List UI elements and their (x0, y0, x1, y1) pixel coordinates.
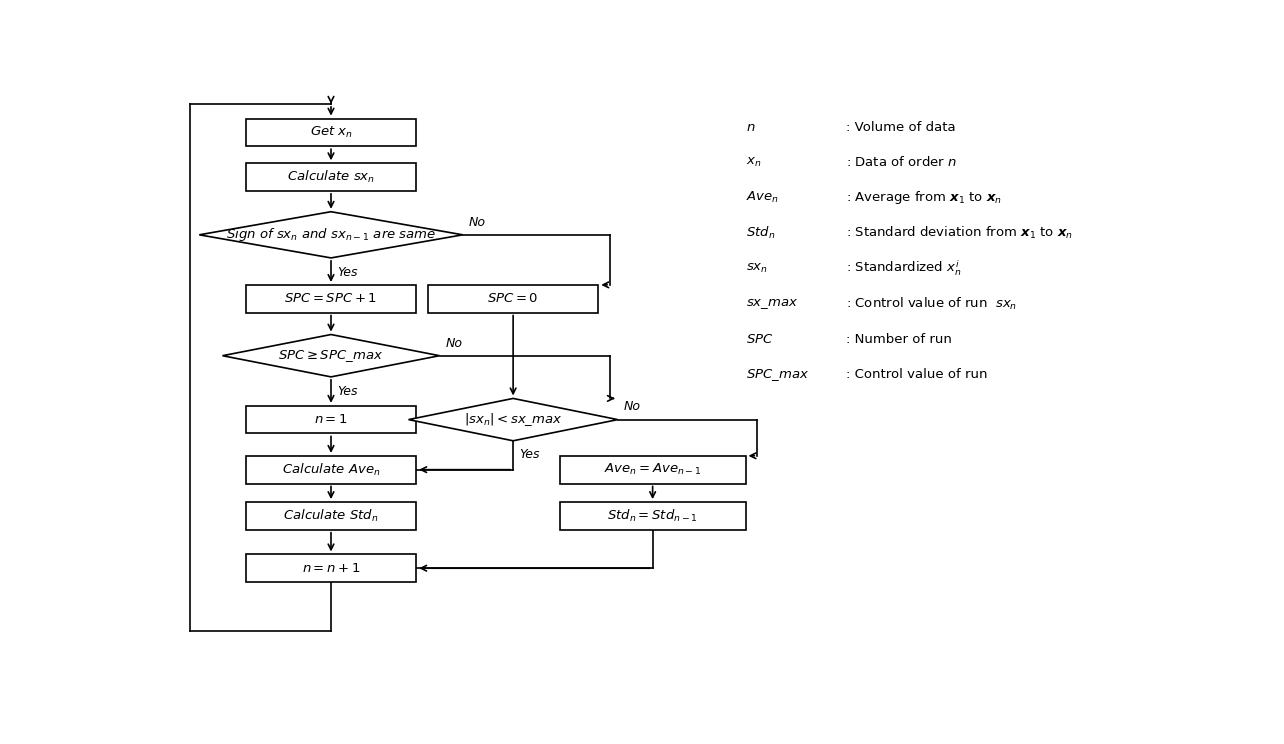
Text: Sign of $sx_n$ and $sx_{n-1}$ are same: Sign of $sx_n$ and $sx_{n-1}$ are same (226, 226, 437, 243)
Text: : Control value of run  $sx_n$: : Control value of run $sx_n$ (846, 296, 1017, 312)
Text: Yes: Yes (519, 449, 539, 461)
Text: $SPC = SPC + 1$: $SPC = SPC + 1$ (285, 292, 377, 305)
Text: No: No (446, 336, 462, 350)
Text: : Data of order $n$: : Data of order $n$ (846, 155, 957, 170)
FancyBboxPatch shape (245, 118, 416, 147)
Text: $n$: $n$ (746, 121, 755, 133)
Text: $sx_n$: $sx_n$ (746, 262, 768, 275)
Text: No: No (624, 400, 641, 414)
Text: : Average from $\boldsymbol{x}_1$ to $\boldsymbol{x}_n$: : Average from $\boldsymbol{x}_1$ to $\b… (846, 190, 1003, 206)
FancyBboxPatch shape (428, 285, 598, 312)
Text: $SPC\_max$: $SPC\_max$ (746, 367, 809, 383)
Text: $|sx_n| < sx\_max$: $|sx_n| < sx\_max$ (464, 411, 562, 428)
Text: $Ave_n = Ave_{n-1}$: $Ave_n = Ave_{n-1}$ (603, 462, 701, 477)
FancyBboxPatch shape (245, 554, 416, 582)
Text: : Standard deviation from $\boldsymbol{x}_1$ to $\boldsymbol{x}_n$: : Standard deviation from $\boldsymbol{x… (846, 225, 1073, 241)
Polygon shape (222, 335, 439, 377)
Polygon shape (408, 399, 618, 440)
FancyBboxPatch shape (245, 405, 416, 434)
FancyBboxPatch shape (245, 502, 416, 530)
Text: No: No (469, 216, 485, 228)
Text: $n = 1$: $n = 1$ (315, 413, 348, 426)
Text: $x_n$: $x_n$ (746, 156, 761, 169)
Text: $Ave_n$: $Ave_n$ (746, 190, 778, 205)
Text: $Std_n = Std_{n-1}$: $Std_n = Std_{n-1}$ (607, 508, 698, 524)
Polygon shape (199, 212, 462, 258)
Text: $SPC$: $SPC$ (746, 333, 773, 346)
Text: Calculate $sx_n$: Calculate $sx_n$ (286, 169, 375, 185)
Text: : Volume of data: : Volume of data (846, 121, 957, 133)
Text: $SPC = 0$: $SPC = 0$ (488, 292, 539, 305)
FancyBboxPatch shape (560, 456, 746, 484)
FancyBboxPatch shape (245, 456, 416, 484)
Text: $sx\_max$: $sx\_max$ (746, 297, 797, 311)
FancyBboxPatch shape (560, 502, 746, 530)
Text: : Standardized $x_n^i$: : Standardized $x_n^i$ (846, 259, 962, 278)
Text: Yes: Yes (338, 266, 358, 278)
Text: $Std_n$: $Std_n$ (746, 225, 774, 241)
Text: Get $x_n$: Get $x_n$ (309, 125, 352, 140)
Text: $SPC \geq SPC\_max$: $SPC \geq SPC\_max$ (279, 347, 384, 364)
Text: : Number of run: : Number of run (846, 333, 953, 346)
Text: Calculate $Ave_n$: Calculate $Ave_n$ (281, 461, 380, 478)
FancyBboxPatch shape (245, 285, 416, 312)
Text: : Control value of run: : Control value of run (846, 368, 987, 382)
Text: Calculate $Std_n$: Calculate $Std_n$ (284, 508, 379, 524)
Text: Yes: Yes (338, 385, 358, 397)
Text: $n = n + 1$: $n = n + 1$ (302, 562, 361, 574)
FancyBboxPatch shape (245, 163, 416, 191)
